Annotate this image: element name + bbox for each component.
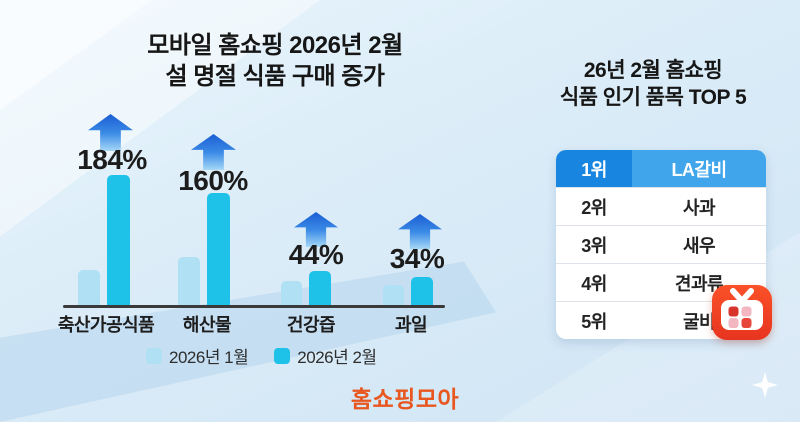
rank-cell: 5위 [581, 311, 607, 332]
category-label: 과일 [394, 315, 428, 335]
bar-jan [383, 285, 404, 305]
legend-swatch-feb-icon [274, 347, 291, 364]
rank-cell: 2위 [581, 197, 607, 218]
rank-cell: 3위 [581, 235, 607, 256]
legend-item-jan: 2026년 1월 [146, 343, 249, 368]
table-row-rank-1: 1위 LA갈비 [556, 150, 766, 187]
ranking-title-line1: 26년 2월 홈쇼핑 [583, 59, 723, 82]
sparkle-icon [752, 372, 778, 398]
legend-item-feb: 2026년 2월 [274, 343, 377, 368]
table-row-rank-3: 3위 새우 [556, 225, 766, 263]
legend-label-feb: 2026년 2월 [297, 348, 377, 367]
growth-value-label: 34% [389, 243, 445, 274]
ranking-title-line2: 식품 인기 품목 TOP 5 [559, 86, 747, 109]
bar-feb [411, 277, 433, 305]
legend: 2026년 1월 2026년 2월 [146, 343, 377, 368]
bar-jan [78, 270, 100, 305]
bar-feb [207, 193, 230, 305]
growth-value-label: 184% [77, 144, 147, 175]
bar-feb [107, 175, 130, 305]
legend-label-jan: 2026년 1월 [169, 348, 249, 367]
category-label: 건강즙 [286, 315, 336, 335]
bar-jan [281, 281, 302, 305]
tv-icon [721, 288, 763, 330]
bar-chart: 184% 160% 44% 34% [0, 0, 520, 305]
chart-title: 모바일 홈쇼핑 2026년 2월 설 명절 식품 구매 증가 [40, 30, 510, 92]
growth-value-label: 160% [178, 165, 248, 196]
item-cell: LA갈비 [632, 150, 766, 187]
category-label: 축산가공식품 [57, 315, 155, 335]
item-cell: 견과류 [674, 273, 724, 294]
bar-feb [309, 271, 331, 305]
item-cell: 새우 [682, 235, 716, 256]
rank-cell: 4위 [581, 273, 607, 294]
table-row-rank-2: 2위 사과 [556, 187, 766, 225]
rank-cell: 1위 [556, 150, 632, 187]
ranking-title: 26년 2월 홈쇼핑 식품 인기 품목 TOP 5 [528, 57, 778, 111]
bar-jan [178, 257, 200, 305]
legend-swatch-jan-icon [146, 347, 162, 364]
category-label: 해산물 [182, 315, 232, 335]
chart-title-line2: 설 명절 식품 구매 증가 [165, 63, 385, 90]
item-cell: 굴비 [682, 311, 716, 332]
item-cell: 사과 [682, 197, 716, 218]
brand-logo-text: 홈쇼핑모아 [350, 386, 460, 412]
homeshopping-moa-app-icon [712, 285, 772, 340]
chart-title-line1: 모바일 홈쇼핑 2026년 2월 [147, 32, 403, 59]
x-axis-line [63, 305, 445, 308]
growth-value-label: 44% [288, 239, 344, 270]
